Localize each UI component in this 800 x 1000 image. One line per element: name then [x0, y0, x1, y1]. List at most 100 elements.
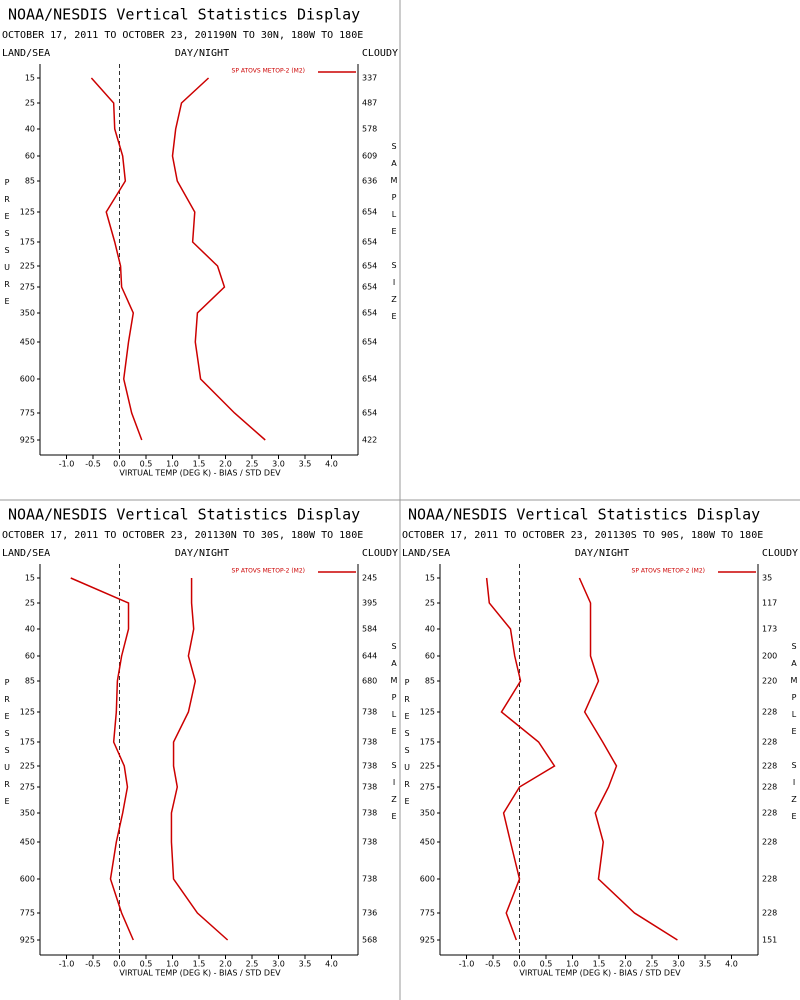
sample-size: 228: [762, 738, 777, 747]
y-tick-label: 350: [420, 809, 435, 818]
sample-size: 736: [362, 909, 377, 918]
x-tick-label: 1.0: [166, 460, 179, 469]
x-tick-label: 3.0: [272, 460, 285, 469]
sample-size: 654: [362, 338, 377, 347]
profile-line: [90, 77, 143, 441]
y-tick-label: 85: [425, 677, 435, 686]
profile-line: [578, 577, 678, 941]
x-tick-label: 2.5: [246, 460, 259, 469]
y-tick-label: 60: [25, 652, 35, 661]
x-tick-label: 0.5: [140, 460, 153, 469]
day-night: DAY/NIGHT: [575, 548, 629, 559]
y-tick-label: 175: [20, 738, 35, 747]
x-tick-label: 0.0: [113, 960, 126, 969]
y-tick-label: 60: [25, 152, 35, 161]
sample-size: 636: [362, 177, 377, 186]
x-tick-label: 3.5: [299, 460, 312, 469]
sample-size: 654: [362, 283, 377, 292]
y-axis-title: PRESSURE: [3, 178, 12, 314]
sample-size: 738: [362, 762, 377, 771]
profile-line: [485, 577, 556, 941]
y-tick-label: 225: [20, 262, 35, 271]
x-tick-label: 3.0: [272, 960, 285, 969]
y-tick-label: 925: [20, 936, 35, 945]
sample-size: 35: [762, 574, 772, 583]
x-tick-label: 2.0: [219, 460, 232, 469]
y-tick-label: 350: [20, 309, 35, 318]
x-tick-label: 1.5: [193, 460, 206, 469]
y-axis-title: PRESSURE: [3, 678, 12, 814]
day-night: DAY/NIGHT: [175, 548, 229, 559]
x-tick-label: 1.0: [566, 960, 579, 969]
sample-size: 173: [762, 625, 777, 634]
panel: NOAA/NESDIS Vertical Statistics Display O…: [402, 506, 799, 978]
subtitle: OCTOBER 17, 2011 TO OCTOBER 23, 201130S …: [402, 530, 763, 541]
x-tick-label: 2.5: [646, 960, 659, 969]
y-axis-title: PRESSURE: [403, 678, 412, 814]
x-tick-label: 4.0: [725, 960, 738, 969]
y-tick-label: 175: [420, 738, 435, 747]
profile-line: [171, 77, 266, 441]
y-tick-label: 925: [420, 936, 435, 945]
x-tick-label: 2.0: [219, 960, 232, 969]
y-tick-label: 775: [420, 909, 435, 918]
x-axis-title: VIRTUAL TEMP (DEG K) - BIAS / STD DEV: [519, 969, 681, 978]
legend-label: SP ATOVS METOP-2 (M2): [232, 68, 305, 75]
sample-size: 584: [362, 625, 377, 634]
x-tick-label: 3.5: [299, 960, 312, 969]
profile-line: [170, 578, 229, 941]
x-tick-label: -1.0: [59, 960, 75, 969]
cloudy: CLOUDY: [362, 48, 398, 59]
y-tick-label: 125: [20, 708, 35, 717]
y-tick-label: 225: [420, 762, 435, 771]
y-tick-label: 125: [20, 208, 35, 217]
x-tick-label: 1.5: [193, 960, 206, 969]
x-tick-label: 0.5: [540, 960, 553, 969]
y-tick-label: 85: [25, 177, 35, 186]
y-tick-label: 25: [25, 99, 35, 108]
legend-label: SP ATOVS METOP-2 (M2): [232, 568, 305, 575]
x-tick-label: 4.0: [325, 460, 338, 469]
y-tick-label: 450: [20, 338, 35, 347]
x-axis-title: VIRTUAL TEMP (DEG K) - BIAS / STD DEV: [119, 969, 281, 978]
y-tick-label: 775: [20, 909, 35, 918]
sample-size: 609: [362, 152, 377, 161]
sample-size: 578: [362, 125, 377, 134]
panel: NOAA/NESDIS Vertical Statistics Display O…: [2, 506, 399, 978]
y-tick-label: 25: [425, 599, 435, 608]
x-tick-label: 3.5: [699, 960, 712, 969]
y2-axis-title: SAMPLE SIZE: [390, 142, 399, 329]
cloudy: CLOUDY: [362, 548, 398, 559]
y-tick-label: 85: [25, 677, 35, 686]
subtitle: OCTOBER 17, 2011 TO OCTOBER 23, 201130N …: [2, 530, 363, 541]
sample-size: 245: [362, 574, 377, 583]
sample-size: 228: [762, 909, 777, 918]
sample-size: 654: [362, 262, 377, 271]
sample-size: 738: [362, 783, 377, 792]
land-sea: LAND/SEA: [402, 548, 450, 559]
y-tick-label: 600: [420, 875, 435, 884]
sample-size: 228: [762, 838, 777, 847]
y-tick-label: 60: [425, 652, 435, 661]
x-tick-label: 4.0: [325, 960, 338, 969]
y-tick-label: 775: [20, 409, 35, 418]
y-tick-label: 125: [420, 708, 435, 717]
x-tick-label: 0.0: [513, 960, 526, 969]
x-tick-label: 3.0: [672, 960, 685, 969]
sample-size: 220: [762, 677, 777, 686]
sample-size: 228: [762, 809, 777, 818]
y-tick-label: 450: [20, 838, 35, 847]
sample-size: 738: [362, 838, 377, 847]
sample-size: 644: [362, 652, 377, 661]
y-tick-label: 175: [20, 238, 35, 247]
panel: NOAA/NESDIS Vertical Statistics Display O…: [2, 6, 399, 478]
x-tick-label: 2.5: [246, 960, 259, 969]
sample-size: 487: [362, 99, 377, 108]
y-tick-label: 225: [20, 762, 35, 771]
chart-title: NOAA/NESDIS Vertical Statistics Display: [8, 6, 360, 24]
legend-label: SP ATOVS METOP-2 (M2): [632, 568, 705, 575]
land-sea: LAND/SEA: [2, 548, 50, 559]
chart-title: NOAA/NESDIS Vertical Statistics Display: [408, 506, 760, 524]
sample-size: 228: [762, 875, 777, 884]
